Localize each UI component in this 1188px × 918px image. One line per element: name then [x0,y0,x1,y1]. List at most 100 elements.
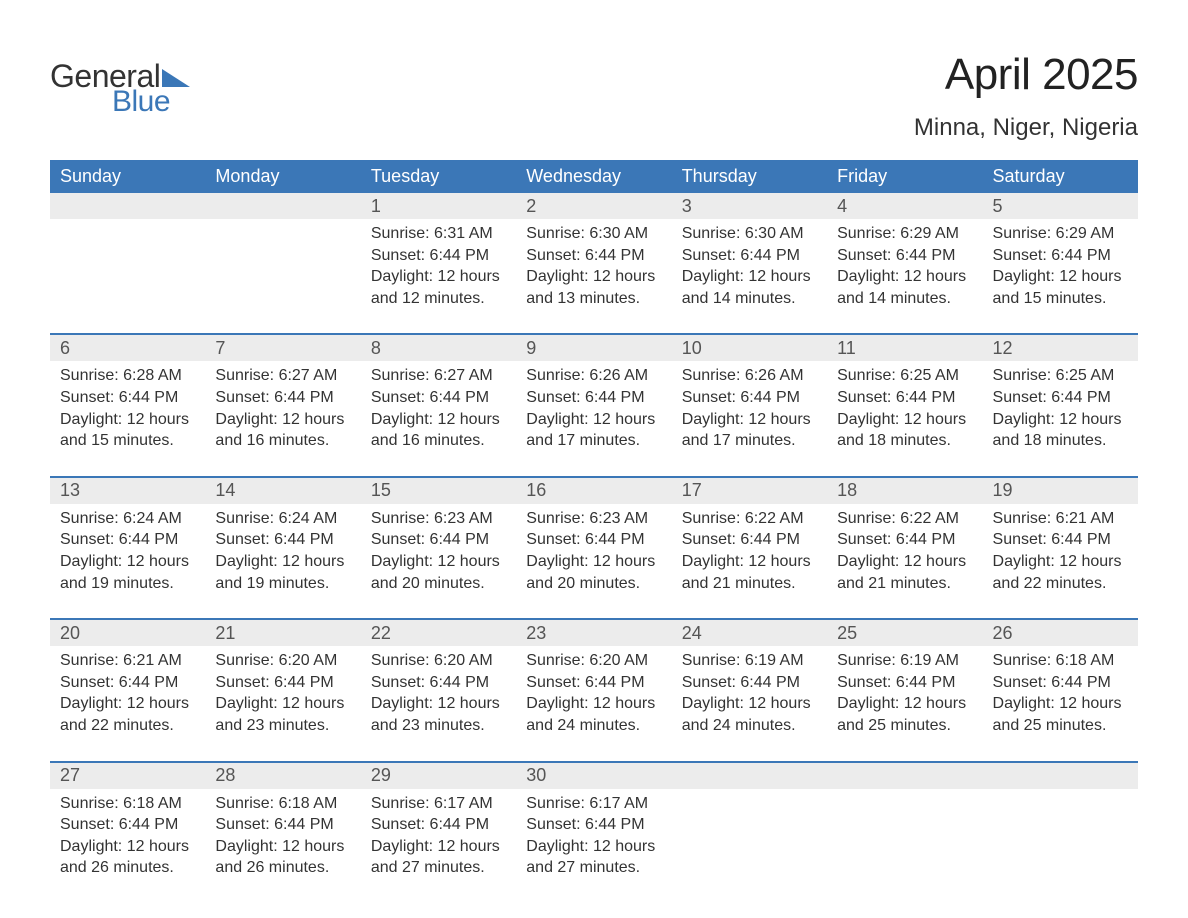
day-number: 28 [205,763,360,789]
sunset-text: Sunset: 6:44 PM [837,245,972,267]
daylight-text: Daylight: 12 hours and 19 minutes. [60,551,195,594]
day-cell: 2Sunrise: 6:30 AMSunset: 6:44 PMDaylight… [516,193,671,309]
sunset-text: Sunset: 6:44 PM [60,814,195,836]
daylight-text: Daylight: 12 hours and 23 minutes. [215,693,350,736]
header: General Blue April 2025 Minna, Niger, Ni… [50,50,1138,142]
day-number: 1 [361,193,516,219]
day-body: Sunrise: 6:21 AMSunset: 6:44 PMDaylight:… [50,646,205,736]
sunrise-text: Sunrise: 6:20 AM [215,650,350,672]
sunrise-text: Sunrise: 6:18 AM [60,793,195,815]
sunset-text: Sunset: 6:44 PM [993,387,1128,409]
sunrise-text: Sunrise: 6:18 AM [993,650,1128,672]
day-number [827,763,982,789]
daylight-text: Daylight: 12 hours and 15 minutes. [60,409,195,452]
daylight-text: Daylight: 12 hours and 14 minutes. [682,266,817,309]
day-body: Sunrise: 6:30 AMSunset: 6:44 PMDaylight:… [672,219,827,309]
day-number: 16 [516,478,671,504]
day-cell: 3Sunrise: 6:30 AMSunset: 6:44 PMDaylight… [672,193,827,309]
sunrise-text: Sunrise: 6:28 AM [60,365,195,387]
day-number: 22 [361,620,516,646]
daylight-text: Daylight: 12 hours and 24 minutes. [526,693,661,736]
day-body: Sunrise: 6:20 AMSunset: 6:44 PMDaylight:… [361,646,516,736]
sunset-text: Sunset: 6:44 PM [837,672,972,694]
day-body: Sunrise: 6:21 AMSunset: 6:44 PMDaylight:… [983,504,1138,594]
daylight-text: Daylight: 12 hours and 20 minutes. [526,551,661,594]
day-cell: 15Sunrise: 6:23 AMSunset: 6:44 PMDayligh… [361,478,516,594]
daylight-text: Daylight: 12 hours and 26 minutes. [60,836,195,879]
day-number [672,763,827,789]
day-number: 2 [516,193,671,219]
day-cell: 19Sunrise: 6:21 AMSunset: 6:44 PMDayligh… [983,478,1138,594]
day-body: Sunrise: 6:20 AMSunset: 6:44 PMDaylight:… [516,646,671,736]
sunset-text: Sunset: 6:44 PM [526,529,661,551]
sunrise-text: Sunrise: 6:27 AM [371,365,506,387]
location-label: Minna, Niger, Nigeria [914,114,1138,142]
day-cell: 1Sunrise: 6:31 AMSunset: 6:44 PMDaylight… [361,193,516,309]
weekday-header-row: SundayMondayTuesdayWednesdayThursdayFrid… [50,160,1138,193]
day-number: 27 [50,763,205,789]
day-body: Sunrise: 6:29 AMSunset: 6:44 PMDaylight:… [827,219,982,309]
sunset-text: Sunset: 6:44 PM [60,529,195,551]
sunrise-text: Sunrise: 6:25 AM [993,365,1128,387]
weekday-friday: Friday [827,160,982,193]
week-row: 1Sunrise: 6:31 AMSunset: 6:44 PMDaylight… [50,193,1138,309]
daylight-text: Daylight: 12 hours and 12 minutes. [371,266,506,309]
daylight-text: Daylight: 12 hours and 24 minutes. [682,693,817,736]
weekday-monday: Monday [205,160,360,193]
daylight-text: Daylight: 12 hours and 25 minutes. [837,693,972,736]
daylight-text: Daylight: 12 hours and 23 minutes. [371,693,506,736]
weekday-thursday: Thursday [672,160,827,193]
sunrise-text: Sunrise: 6:23 AM [526,508,661,530]
day-cell: 30Sunrise: 6:17 AMSunset: 6:44 PMDayligh… [516,763,671,879]
sunrise-text: Sunrise: 6:29 AM [993,223,1128,245]
sunrise-text: Sunrise: 6:17 AM [526,793,661,815]
day-number: 30 [516,763,671,789]
title-block: April 2025 Minna, Niger, Nigeria [914,50,1138,142]
sunset-text: Sunset: 6:44 PM [60,672,195,694]
daylight-text: Daylight: 12 hours and 13 minutes. [526,266,661,309]
day-cell: 12Sunrise: 6:25 AMSunset: 6:44 PMDayligh… [983,335,1138,451]
sunset-text: Sunset: 6:44 PM [371,672,506,694]
daylight-text: Daylight: 12 hours and 21 minutes. [682,551,817,594]
week-row: 27Sunrise: 6:18 AMSunset: 6:44 PMDayligh… [50,761,1138,879]
day-number: 19 [983,478,1138,504]
day-number: 9 [516,335,671,361]
daylight-text: Daylight: 12 hours and 19 minutes. [215,551,350,594]
calendar-page: General Blue April 2025 Minna, Niger, Ni… [0,0,1188,909]
day-cell [50,193,205,309]
day-cell: 20Sunrise: 6:21 AMSunset: 6:44 PMDayligh… [50,620,205,736]
daylight-text: Daylight: 12 hours and 22 minutes. [993,551,1128,594]
sunrise-text: Sunrise: 6:30 AM [682,223,817,245]
sunrise-text: Sunrise: 6:23 AM [371,508,506,530]
day-number [205,193,360,219]
daylight-text: Daylight: 12 hours and 17 minutes. [526,409,661,452]
day-number: 11 [827,335,982,361]
sunrise-text: Sunrise: 6:26 AM [682,365,817,387]
weekday-saturday: Saturday [983,160,1138,193]
day-number: 13 [50,478,205,504]
sunset-text: Sunset: 6:44 PM [371,814,506,836]
sunrise-text: Sunrise: 6:31 AM [371,223,506,245]
day-cell [205,193,360,309]
sunset-text: Sunset: 6:44 PM [526,245,661,267]
day-cell: 21Sunrise: 6:20 AMSunset: 6:44 PMDayligh… [205,620,360,736]
sunrise-text: Sunrise: 6:19 AM [837,650,972,672]
daylight-text: Daylight: 12 hours and 27 minutes. [371,836,506,879]
day-body: Sunrise: 6:18 AMSunset: 6:44 PMDaylight:… [50,789,205,879]
day-number [50,193,205,219]
weekday-tuesday: Tuesday [361,160,516,193]
day-cell: 9Sunrise: 6:26 AMSunset: 6:44 PMDaylight… [516,335,671,451]
sunrise-text: Sunrise: 6:22 AM [682,508,817,530]
sunrise-text: Sunrise: 6:20 AM [371,650,506,672]
day-body: Sunrise: 6:19 AMSunset: 6:44 PMDaylight:… [827,646,982,736]
day-number: 4 [827,193,982,219]
daylight-text: Daylight: 12 hours and 26 minutes. [215,836,350,879]
day-number: 26 [983,620,1138,646]
day-cell: 8Sunrise: 6:27 AMSunset: 6:44 PMDaylight… [361,335,516,451]
day-number: 6 [50,335,205,361]
daylight-text: Daylight: 12 hours and 17 minutes. [682,409,817,452]
sunset-text: Sunset: 6:44 PM [215,672,350,694]
sunset-text: Sunset: 6:44 PM [526,672,661,694]
calendar: SundayMondayTuesdayWednesdayThursdayFrid… [50,160,1138,879]
day-cell: 27Sunrise: 6:18 AMSunset: 6:44 PMDayligh… [50,763,205,879]
